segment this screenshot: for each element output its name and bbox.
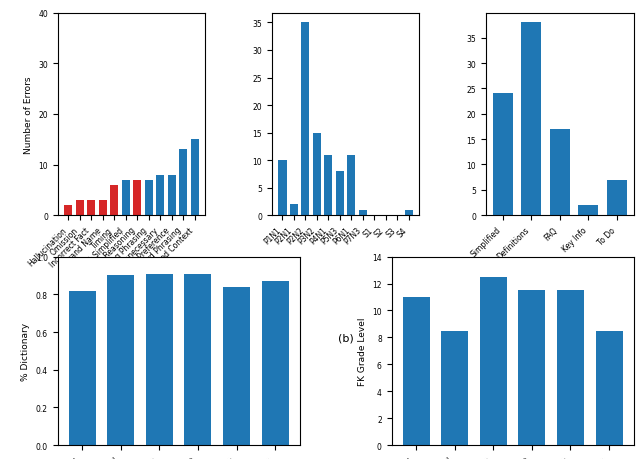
Bar <box>404 210 413 216</box>
Bar <box>348 155 355 216</box>
Bar <box>301 23 310 216</box>
Bar <box>359 210 367 216</box>
Y-axis label: Number of Errors: Number of Errors <box>24 76 33 153</box>
Y-axis label: FK Grade Level: FK Grade Level <box>358 317 367 385</box>
Bar <box>313 133 321 216</box>
Bar <box>521 23 541 216</box>
Bar <box>596 331 623 445</box>
Bar <box>122 180 130 216</box>
Text: (a): (a) <box>124 333 140 343</box>
Bar <box>156 175 164 216</box>
Bar <box>336 172 344 216</box>
Text: (c): (c) <box>552 333 567 343</box>
Bar <box>146 274 173 445</box>
Bar <box>557 291 584 445</box>
Bar <box>223 287 250 445</box>
Bar <box>145 180 153 216</box>
Bar <box>579 206 598 216</box>
Bar <box>110 185 118 216</box>
Bar <box>133 180 141 216</box>
Bar <box>607 180 627 216</box>
Bar <box>168 175 175 216</box>
Bar <box>87 201 95 216</box>
Bar <box>99 201 107 216</box>
Bar <box>191 140 198 216</box>
Bar <box>107 276 134 445</box>
Bar <box>480 277 507 445</box>
Bar <box>324 155 332 216</box>
Bar <box>518 291 545 445</box>
Bar <box>493 94 513 216</box>
Bar <box>290 205 298 216</box>
Bar <box>550 130 570 216</box>
Bar <box>403 297 429 445</box>
Bar <box>179 150 187 216</box>
Bar <box>262 281 289 445</box>
Text: (b): (b) <box>338 333 353 343</box>
Bar <box>68 291 95 445</box>
Bar <box>64 206 72 216</box>
Bar <box>441 331 468 445</box>
Bar <box>76 201 84 216</box>
Bar <box>184 274 211 445</box>
Y-axis label: % Dictionary: % Dictionary <box>21 322 30 380</box>
Bar <box>278 161 287 216</box>
